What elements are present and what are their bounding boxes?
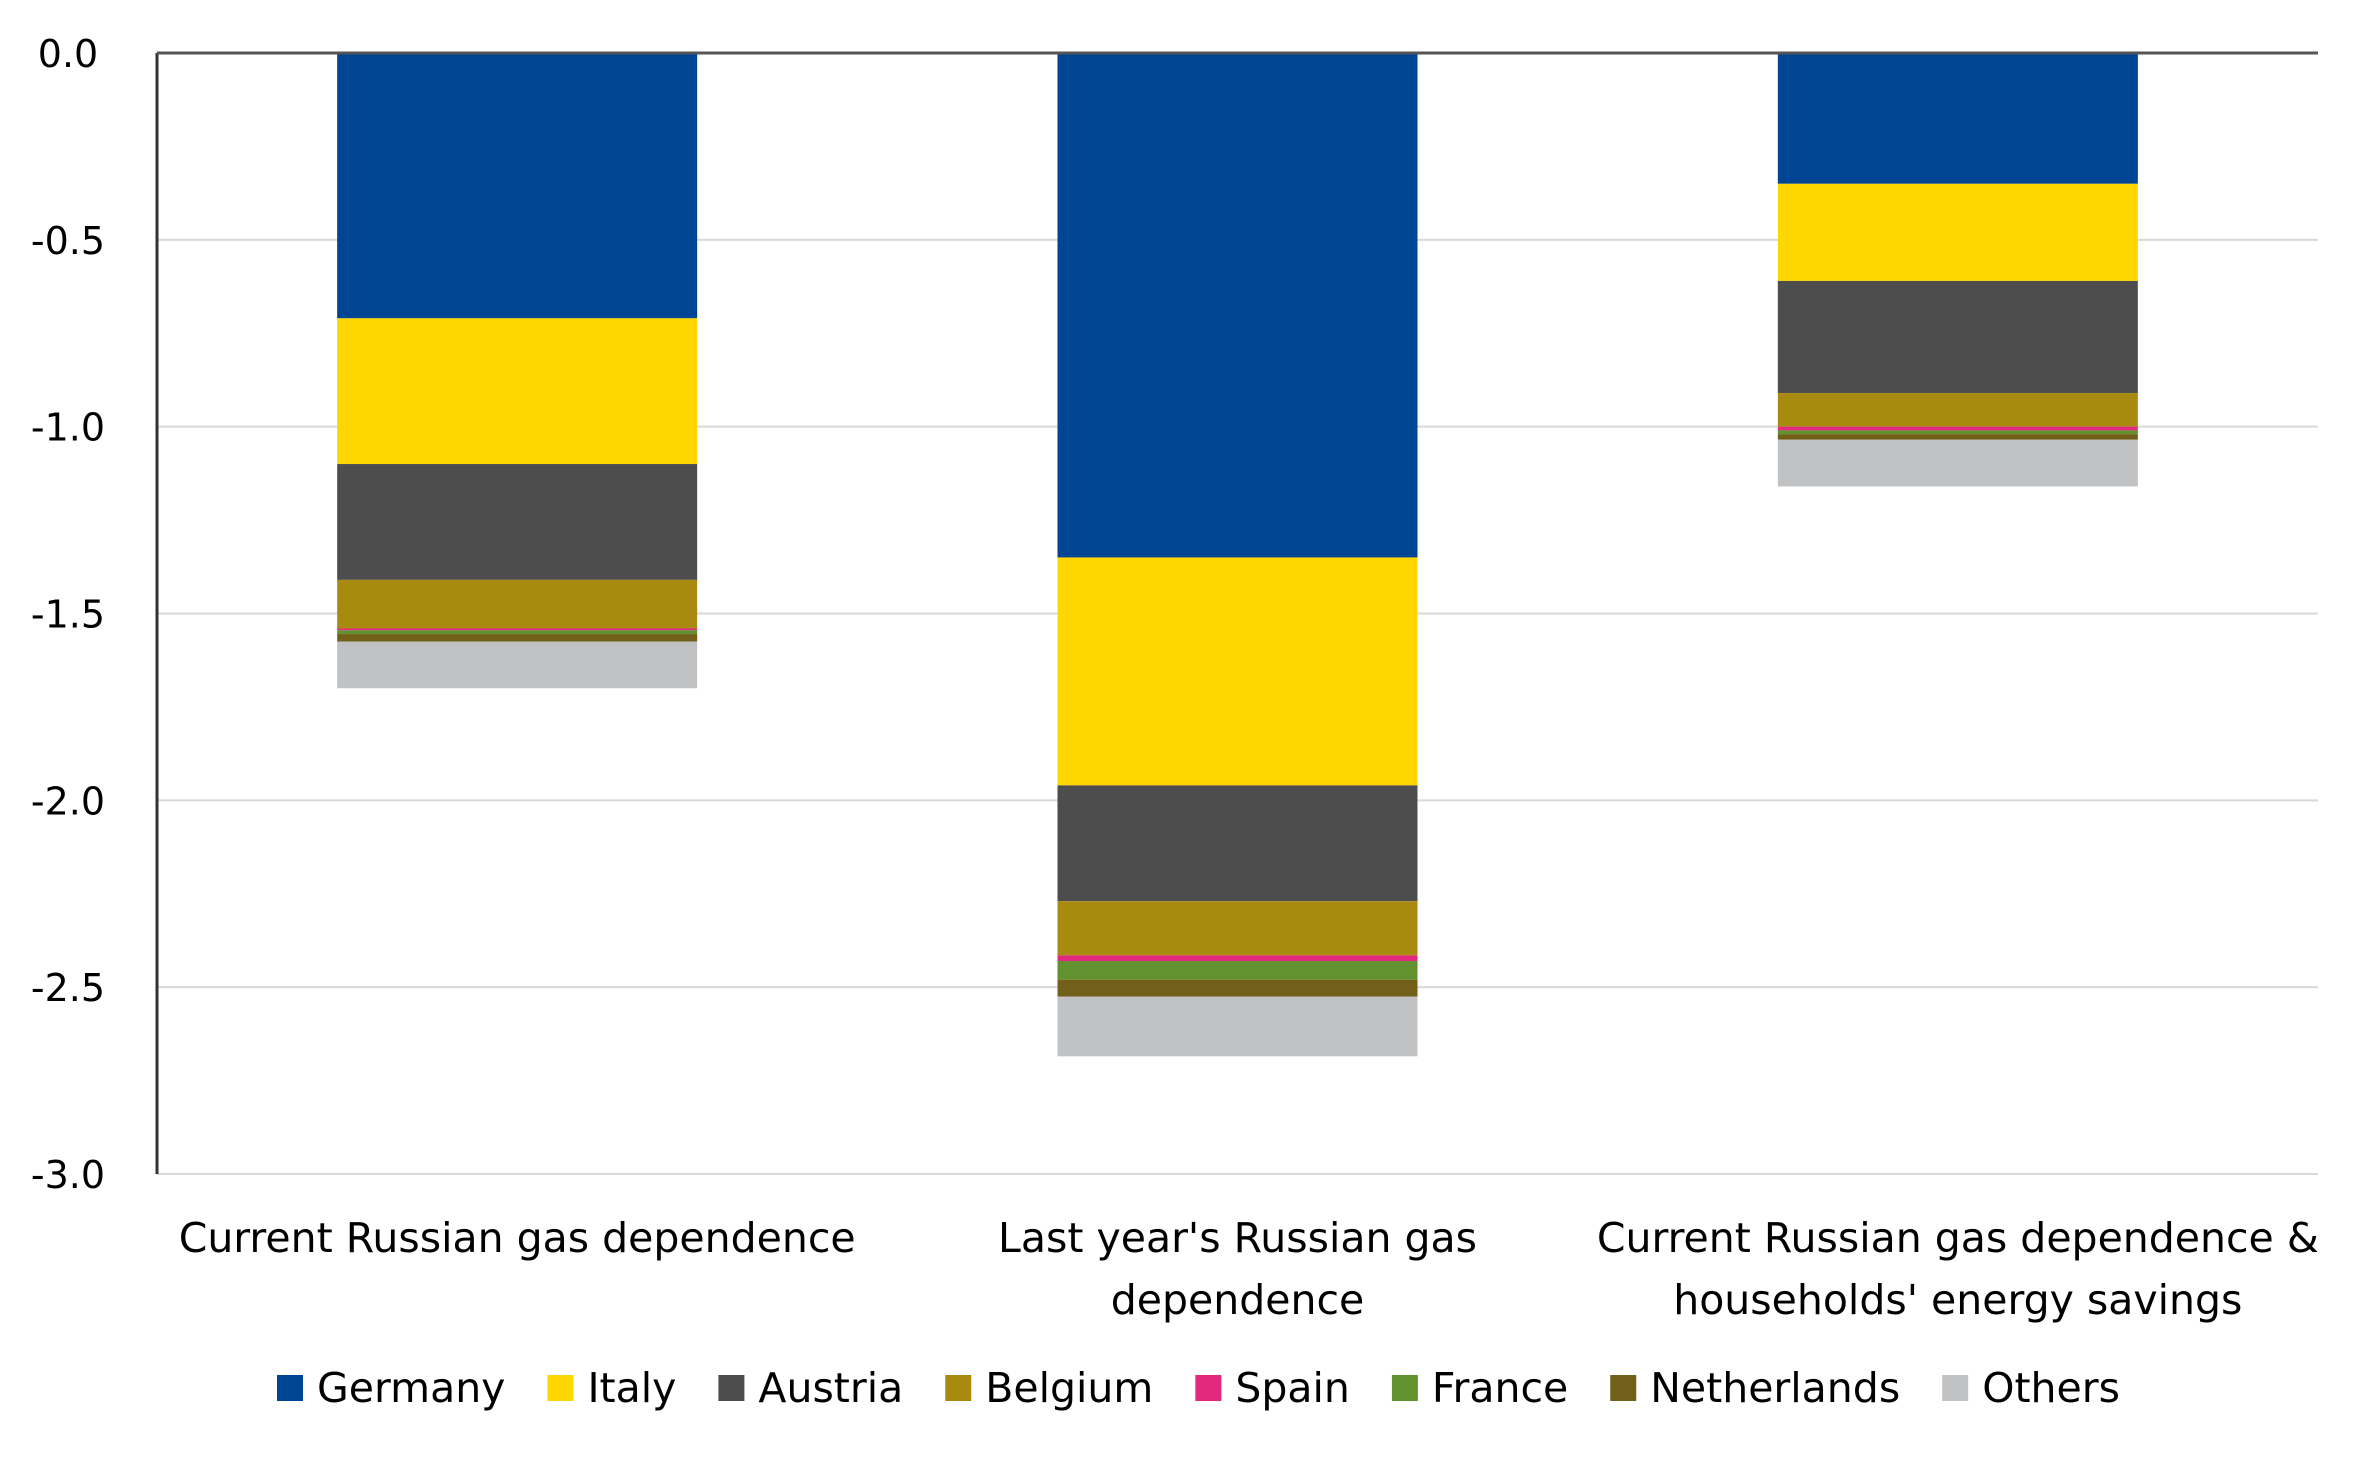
category-label: dependence: [1111, 1276, 1365, 1324]
legend-swatch-spain: [1195, 1375, 1222, 1401]
legend-swatch-others: [1942, 1375, 1969, 1401]
category-labels: Current Russian gas dependence Last year'…: [179, 1214, 2319, 1324]
legend: Germany Italy Austria Belgium Spain France Net…: [277, 1364, 2120, 1412]
bar-segment-others: [337, 641, 698, 689]
bar-segment-france: [1777, 430, 2138, 435]
y-tick-label: -1.5: [31, 593, 105, 637]
bar-segment-belgium: [337, 579, 698, 629]
legend-label: France: [1432, 1364, 1568, 1412]
bar-segment-austria: [337, 464, 698, 580]
bar-segment-france: [337, 630, 698, 635]
category-label: Current Russian gas dependence: [179, 1214, 856, 1262]
bar-segment-germany: [1057, 53, 1418, 558]
bar-segment-spain: [1777, 426, 2138, 431]
bar-segment-germany: [337, 53, 698, 319]
axes: [155, 51, 2318, 1174]
legend-label: Others: [1982, 1364, 2120, 1412]
bar-segment-italy: [337, 318, 698, 465]
bar-segment-germany: [1777, 53, 2138, 184]
bar-segment-spain: [1057, 955, 1418, 962]
legend-swatch-italy: [547, 1375, 574, 1401]
bar-segment-others: [1777, 439, 2138, 487]
legend-label: Austria: [758, 1364, 903, 1412]
bar-segment-austria: [1057, 785, 1418, 902]
bar-segment-others: [1057, 996, 1418, 1057]
bar-segment-france: [1057, 961, 1418, 980]
bars: [337, 53, 2138, 1057]
y-tick-label: 0.0: [38, 32, 98, 76]
legend-label: Spain: [1235, 1364, 1350, 1412]
y-tick-labels: 0.0 -0.5 -1.0 -1.5 -2.0 -2.5 -3.0: [31, 32, 105, 1197]
legend-label: Germany: [317, 1364, 505, 1412]
y-tick-label: -2.0: [31, 779, 105, 823]
legend-label: Netherlands: [1650, 1364, 1900, 1412]
bar-segment-italy: [1057, 557, 1418, 786]
y-tick-label: -2.5: [31, 966, 105, 1010]
bar-segment-italy: [1777, 183, 2138, 281]
bar-segment-austria: [1777, 280, 2138, 394]
legend-swatch-germany: [277, 1375, 303, 1401]
category-label: households' energy savings: [1673, 1276, 2242, 1324]
legend-swatch-belgium: [945, 1375, 972, 1401]
legend-swatch-france: [1391, 1375, 1418, 1401]
legend-label: Italy: [587, 1364, 676, 1412]
bar-segment-belgium: [1057, 901, 1418, 956]
y-tick-label: -1.0: [31, 406, 105, 450]
bar-segment-netherlands: [1057, 979, 1418, 997]
y-tick-label: -0.5: [31, 219, 105, 263]
bar-segment-netherlands: [337, 634, 698, 642]
bar-segment-netherlands: [1777, 434, 2138, 440]
legend-swatch-austria: [718, 1375, 745, 1401]
bar-segment-spain: [337, 628, 698, 631]
bar-segment-belgium: [1777, 393, 2138, 427]
category-label: Current Russian gas dependence &: [1597, 1214, 2319, 1262]
category-label: Last year's Russian gas: [998, 1214, 1477, 1262]
y-tick-label: -3.0: [31, 1153, 105, 1197]
legend-label: Belgium: [985, 1364, 1153, 1412]
legend-swatch-netherlands: [1610, 1375, 1637, 1401]
